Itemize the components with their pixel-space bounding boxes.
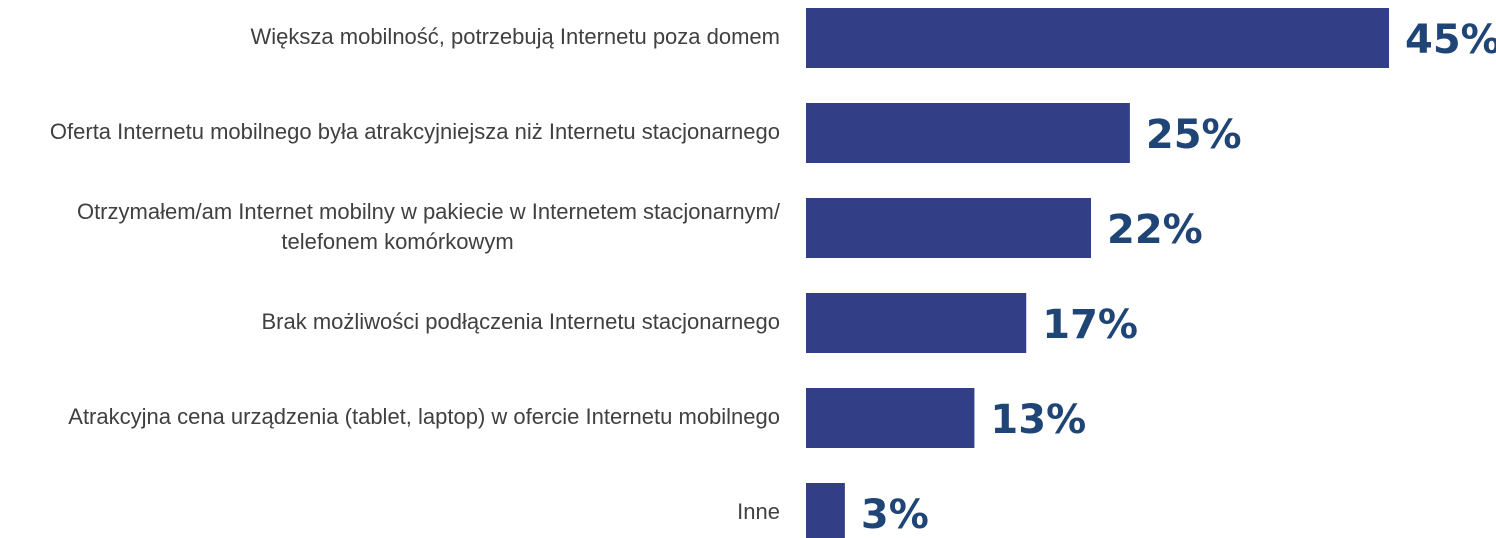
bar [806,103,1130,163]
value-label: 13% [990,397,1086,443]
category-label: Większa mobilność, potrzebują Internetu … [251,24,780,49]
bar [806,483,845,538]
bar [806,198,1092,258]
category-label: Otrzymałem/am Internet mobilny w pakieci… [77,199,781,254]
value-label: 17% [1042,302,1138,348]
category-label: Oferta Internetu mobilnego była atrakcyj… [50,119,780,144]
value-label: 25% [1146,112,1242,158]
bar [806,8,1389,68]
bar [806,293,1027,353]
value-label: 3% [861,492,929,538]
value-label: 45% [1405,17,1496,63]
category-label: Inne [737,499,780,524]
value-label: 22% [1107,207,1203,253]
category-label: Brak możliwości podłączenia Internetu st… [261,309,780,334]
category-label: Atrakcyjna cena urządzenia (tablet, lapt… [68,404,780,429]
bar [806,388,975,448]
